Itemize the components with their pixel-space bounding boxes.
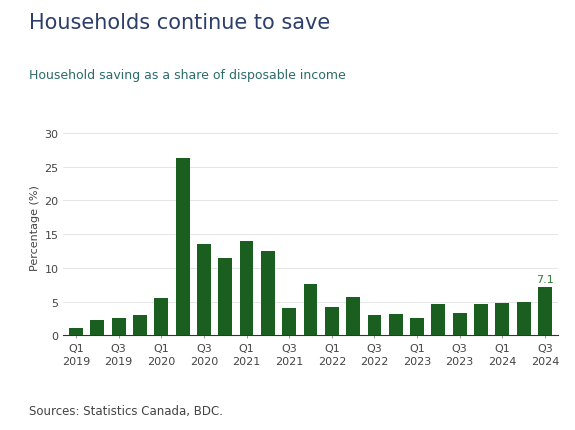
Bar — [261, 252, 275, 335]
Bar — [474, 304, 488, 335]
Bar — [133, 315, 147, 335]
Bar — [90, 321, 104, 335]
Text: Sources: Statistics Canada, BDC.: Sources: Statistics Canada, BDC. — [29, 404, 223, 417]
Bar — [176, 159, 190, 335]
Bar — [410, 318, 424, 335]
Bar — [453, 313, 467, 335]
Bar — [367, 315, 381, 335]
Bar — [431, 304, 445, 335]
Bar — [496, 303, 509, 335]
Bar — [154, 298, 168, 335]
Bar — [304, 284, 317, 335]
Bar — [346, 297, 360, 335]
Bar — [389, 315, 402, 335]
Bar — [69, 329, 83, 335]
Text: 7.1: 7.1 — [536, 274, 554, 284]
Y-axis label: Percentage (%): Percentage (%) — [30, 185, 40, 271]
Bar — [325, 307, 339, 335]
Bar — [112, 318, 125, 335]
Text: Household saving as a share of disposable income: Household saving as a share of disposabl… — [29, 69, 346, 82]
Bar — [538, 288, 552, 335]
Bar — [517, 302, 531, 335]
Text: Households continue to save: Households continue to save — [29, 13, 330, 33]
Bar — [240, 241, 254, 335]
Bar — [197, 245, 211, 335]
Bar — [282, 308, 296, 335]
Bar — [218, 258, 232, 335]
